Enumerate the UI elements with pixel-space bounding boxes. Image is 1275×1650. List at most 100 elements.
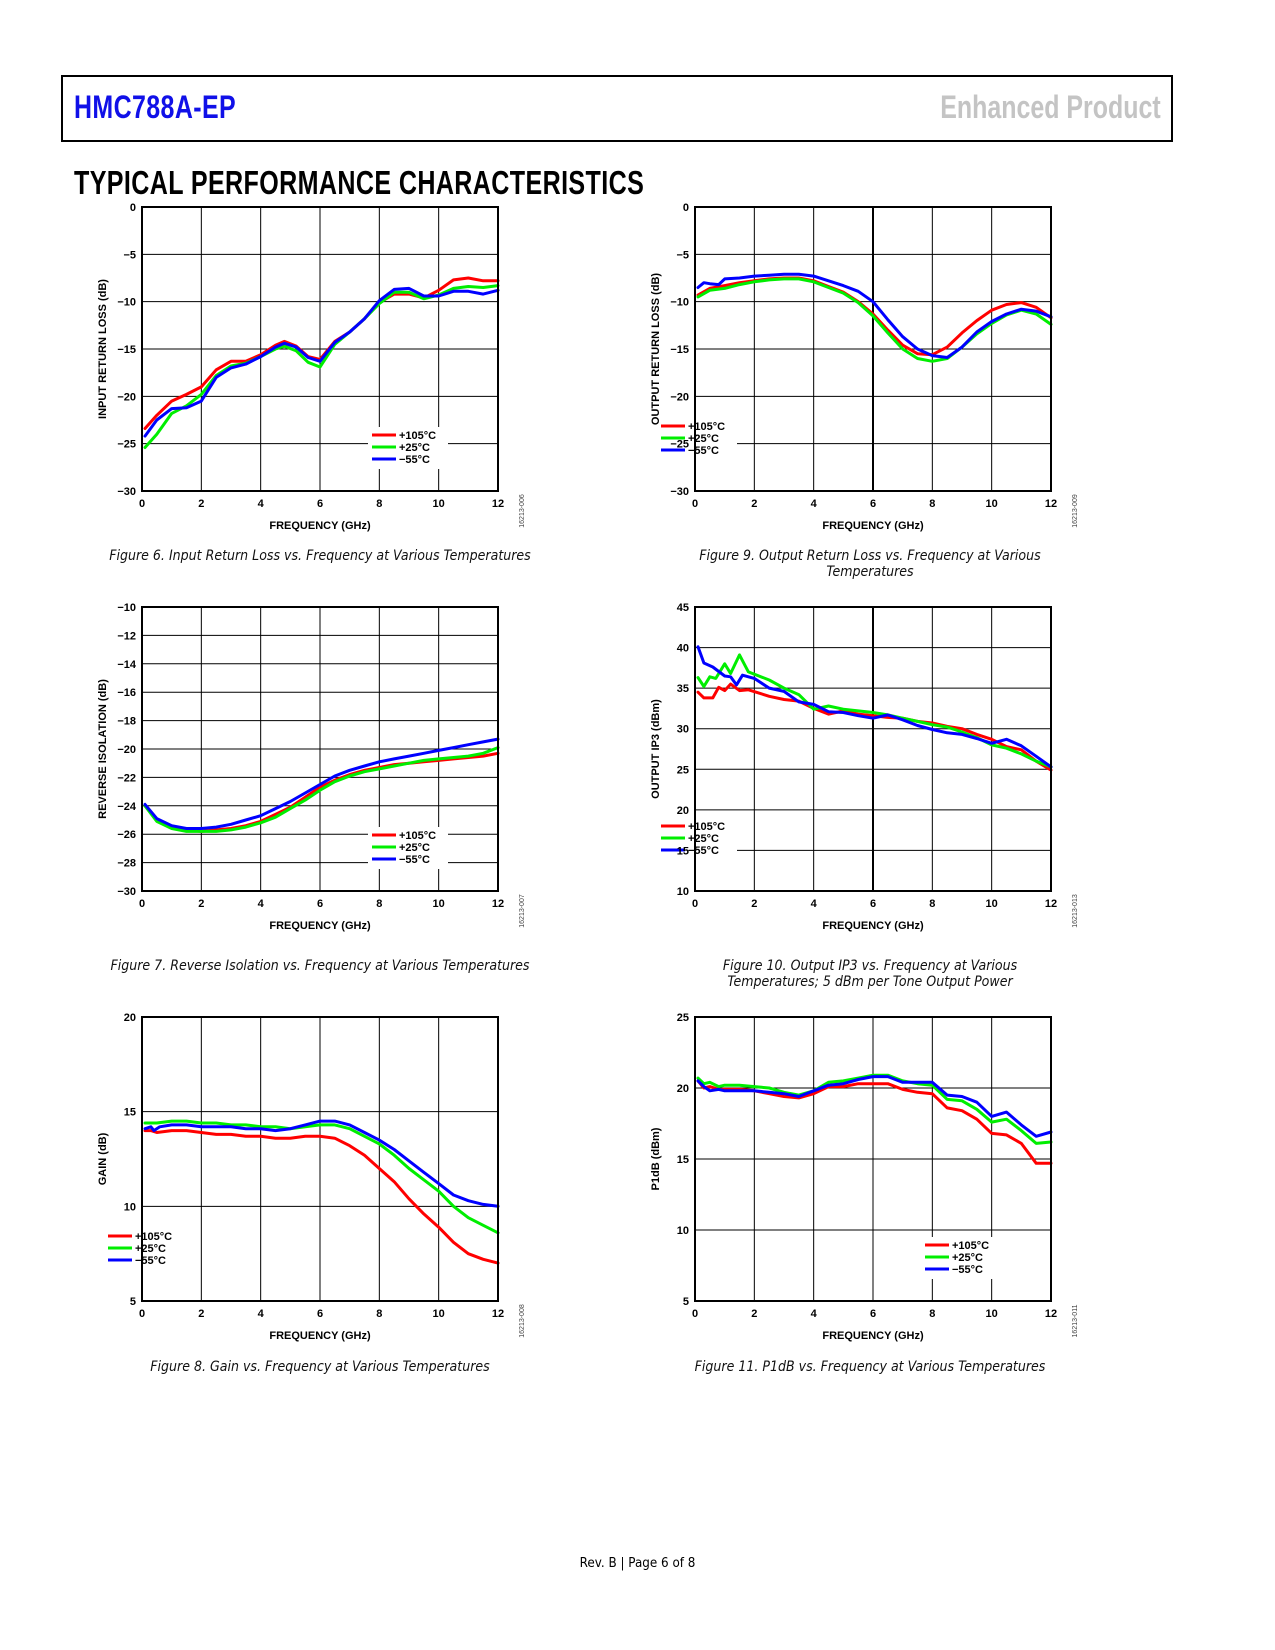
y-tick-label: −30: [117, 886, 136, 898]
page-footer: Rev. B | Page 6 of 8: [579, 1556, 696, 1571]
x-axis-label: FREQUENCY (GHz): [822, 520, 924, 532]
plot-frame: [694, 206, 1052, 492]
x-tick-label: 10: [986, 1308, 998, 1320]
x-tick-label: 4: [258, 1308, 265, 1320]
plot-frame: [694, 606, 1052, 892]
y-tick-label: 25: [677, 1012, 689, 1024]
y-axis-label: OUTPUT IP3 (dBm): [650, 699, 662, 799]
x-axis-label: FREQUENCY (GHz): [822, 1330, 924, 1342]
plot-frame: [141, 206, 499, 492]
x-tick-label: 8: [929, 498, 935, 510]
y-tick-label: 5: [683, 1296, 689, 1308]
y-tick-label: 20: [677, 805, 689, 817]
legend: +105°C+25°C−55°C: [368, 827, 448, 869]
figure-id: 16213-013: [1072, 894, 1079, 928]
section-title: TYPICAL PERFORMANCE CHARACTERISTICS: [74, 164, 645, 201]
x-tick-label: 6: [317, 1308, 323, 1320]
grid: [141, 1016, 499, 1302]
chart-svg: +105°C+25°C−55°C 0 2 4 6 8 10 12 45 40 35 30 25 20 15 1…: [650, 602, 1079, 932]
part-number: HMC788A-EP: [74, 89, 237, 125]
x-tick-label: 0: [692, 498, 698, 510]
x-tick-label: 0: [139, 498, 145, 510]
y-tick-label: −26: [117, 829, 136, 841]
y-axis-label: OUTPUT RETURN LOSS (dB): [650, 273, 662, 425]
y-tick-label: 10: [677, 1225, 689, 1237]
series-line-55C: [143, 286, 500, 438]
series-line-55C: [143, 1119, 500, 1208]
x-axis-label: FREQUENCY (GHz): [822, 920, 924, 932]
caption-figure-8: Figure 8. Gain vs. Frequency at Various …: [150, 1359, 490, 1375]
figure-id: 16213-006: [519, 494, 526, 528]
legend-label: −55°C: [688, 445, 719, 457]
series-line-25C: [143, 284, 500, 449]
y-tick-label: 10: [677, 886, 689, 898]
x-tick-label: 10: [433, 1308, 445, 1320]
x-tick-label: 10: [986, 898, 998, 910]
x-tick-label: 8: [929, 1308, 935, 1320]
series-line-25C: [143, 1119, 500, 1235]
caption-figure-10: Figure 10. Output IP3 vs. Frequency at V…: [722, 958, 1018, 990]
x-tick-label: 8: [376, 498, 382, 510]
series-line-105C: [143, 276, 500, 430]
series-line-25C: [696, 277, 1053, 363]
series-line-25C: [143, 746, 500, 833]
y-tick-label: −10: [670, 297, 689, 309]
y-tick-label: 25: [677, 764, 689, 776]
y-tick-label: 20: [677, 1083, 689, 1095]
chart-svg: +105°C+25°C−55°C 0 2 4 6 8 10 12 25 20 15 10 5 FREQUE…: [650, 1012, 1079, 1342]
x-tick-label: 2: [198, 498, 204, 510]
legend-label: +25°C: [688, 833, 719, 845]
x-tick-label: 10: [986, 498, 998, 510]
legend: +105°C+25°C−55°C: [368, 427, 448, 469]
y-tick-label: −25: [117, 439, 136, 451]
legend-label: −55°C: [399, 854, 430, 866]
chart-output-ip3: +105°C +25°C −55°C 0 2 4 6 8 10 12 45 40 35 30 25 20 15 1…: [643, 600, 1083, 945]
legend-label: −55°C: [688, 845, 719, 857]
x-tick-label: 8: [376, 1308, 382, 1320]
plot-frame: [141, 606, 499, 892]
chart-svg: +105°C+25°C−55°C 0 2 4 6 8 10 12 0 −5 −10 −15 −20 −25…: [650, 202, 1079, 532]
grid: [694, 206, 1052, 492]
chart-svg: +105°C+25°C−55°C 0 2 4 6 8 10 12 0 −5 −10 −15 −20 −25…: [97, 202, 526, 532]
legend-label: −55°C: [399, 454, 430, 466]
x-tick-label: 6: [870, 1308, 876, 1320]
legend-label: −55°C: [952, 1264, 983, 1276]
legend-label: +105°C: [135, 1231, 172, 1243]
y-tick-label: −24: [117, 801, 137, 813]
x-tick-label: 4: [258, 898, 265, 910]
y-axis-label: GAIN (dB): [97, 1132, 109, 1185]
x-tick-label: 2: [751, 898, 757, 910]
y-tick-label: −22: [117, 772, 136, 784]
series-line-105C: [143, 1129, 500, 1265]
y-tick-label: −20: [670, 391, 689, 403]
x-tick-label: 12: [1045, 898, 1057, 910]
legend-label: −55°C: [135, 1255, 166, 1267]
legend-label: +105°C: [688, 421, 725, 433]
x-axis-label: FREQUENCY (GHz): [269, 1330, 371, 1342]
series-line-105C: [143, 751, 500, 833]
plot-frame: [694, 1016, 1052, 1302]
y-tick-label: −5: [676, 249, 689, 261]
legend: +105°C+25°C−55°C: [921, 1237, 1001, 1279]
y-tick-label: −5: [123, 249, 136, 261]
plot-frame: [141, 1016, 499, 1302]
y-tick-label: −20: [117, 391, 136, 403]
x-tick-label: 2: [198, 1308, 204, 1320]
y-axis-label: INPUT RETURN LOSS (dB): [97, 279, 109, 419]
y-tick-label: 40: [677, 643, 689, 655]
y-tick-label: −16: [117, 687, 136, 699]
series-line-25C: [696, 653, 1053, 769]
x-tick-label: 8: [376, 898, 382, 910]
x-axis-label: FREQUENCY (GHz): [269, 520, 371, 532]
legend-label: +25°C: [399, 442, 430, 454]
x-tick-label: 4: [811, 1308, 818, 1320]
chart-p1db: +105°C +25°C −55°C 0 2 4 6 8 10 12 25 20 15 10 5 FREQUE…: [643, 1010, 1083, 1355]
chart-svg: +105°C+25°C−55°C 0 2 4 6 8 10 12 20 15 10 5 FREQUENC…: [97, 1012, 526, 1342]
y-tick-label: −18: [117, 716, 136, 728]
legend-label: +105°C: [688, 821, 725, 833]
y-tick-label: 45: [677, 602, 689, 614]
legend: +105°C+25°C−55°C: [657, 418, 737, 460]
y-tick-label: −14: [117, 659, 137, 671]
legend: +105°C+25°C−55°C: [657, 818, 737, 860]
x-tick-label: 2: [751, 498, 757, 510]
